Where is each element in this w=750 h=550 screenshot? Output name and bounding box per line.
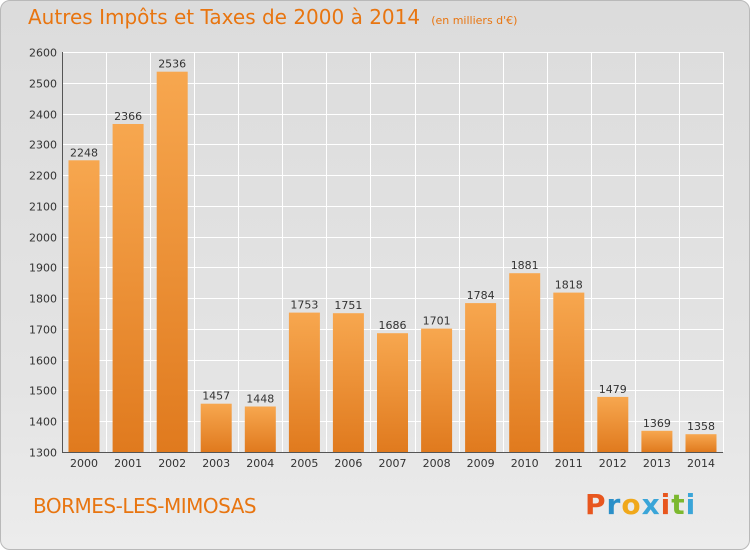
bar	[465, 303, 497, 452]
x-tick-label: 2004	[246, 457, 274, 470]
logo-letter: P	[585, 488, 607, 521]
x-tick-label: 2002	[158, 457, 186, 470]
x-tick-label: 2003	[202, 457, 230, 470]
x-tick-label: 2005	[290, 457, 318, 470]
bar	[685, 434, 717, 452]
bar-value-label: 1457	[202, 390, 230, 403]
chart-title: Autres Impôts et Taxes de 2000 à 2014	[28, 5, 421, 29]
y-tick-label: 2100	[29, 201, 57, 214]
bar	[509, 273, 541, 452]
y-tick-label: 1800	[29, 293, 57, 306]
bar-value-label: 2536	[158, 58, 186, 71]
x-tick-label: 2001	[114, 457, 142, 470]
y-tick-label: 1500	[29, 385, 57, 398]
bar-value-label: 1686	[379, 319, 407, 332]
x-tick-label: 2000	[70, 457, 98, 470]
bar	[244, 406, 276, 452]
logo-letter: i	[660, 488, 672, 521]
logo-letter: r	[606, 488, 622, 521]
x-tick-label: 2006	[334, 457, 362, 470]
y-tick-label: 1300	[29, 447, 57, 460]
bar-value-label: 1701	[423, 315, 451, 328]
bar-value-label: 2248	[70, 146, 98, 159]
x-tick-label: 2010	[511, 457, 539, 470]
y-tick-label: 2400	[29, 109, 57, 122]
logo-letter: x	[641, 488, 661, 521]
bar-value-label: 2366	[114, 110, 142, 123]
axes	[62, 52, 723, 453]
bar-value-label: 1448	[246, 393, 274, 406]
y-tick-label: 2600	[29, 47, 57, 60]
bar	[156, 71, 188, 452]
bar-value-label: 1369	[643, 417, 671, 430]
y-tick-label: 2500	[29, 78, 57, 91]
bar	[288, 312, 320, 452]
bar-value-label: 1881	[511, 259, 539, 272]
x-tick-label: 2007	[379, 457, 407, 470]
y-tick-label: 1900	[29, 262, 57, 275]
bar	[68, 160, 100, 453]
y-tick-label: 1700	[29, 324, 57, 337]
x-tick-label: 2014	[687, 457, 715, 470]
bar-value-label: 1753	[290, 299, 318, 312]
bar-value-label: 1818	[555, 279, 583, 292]
bar	[421, 328, 453, 452]
bar	[553, 292, 585, 452]
bar-value-label: 1751	[334, 299, 362, 312]
bar-value-label: 1784	[467, 289, 495, 302]
proxiti-logo: Proxiti	[585, 488, 696, 521]
location-name: BORMES-LES-MIMOSAS	[33, 494, 257, 518]
bar-value-label: 1358	[687, 420, 715, 433]
bar	[641, 430, 673, 452]
bar-value-label: 1479	[599, 383, 627, 396]
bars	[68, 71, 717, 453]
logo-letter: o	[621, 488, 642, 521]
bar	[377, 333, 408, 452]
labels: 1300 1400 1500 1600 1700 1800 1900 2000 2100 2200…	[29, 47, 715, 471]
y-tick-label: 2000	[29, 232, 57, 245]
x-tick-label: 2012	[599, 457, 627, 470]
logo-letter: i	[685, 488, 697, 521]
x-tick-label: 2013	[643, 457, 671, 470]
bar	[112, 124, 144, 452]
x-tick-label: 2008	[423, 457, 451, 470]
x-tick-label: 2011	[555, 457, 583, 470]
x-tick-label: 2009	[467, 457, 495, 470]
chart-subtitle: (en milliers d'€)	[431, 14, 518, 27]
chart-title-block: Autres Impôts et Taxes de 2000 à 2014 (e…	[28, 5, 517, 29]
bar	[332, 313, 364, 452]
y-tick-label: 2300	[29, 139, 57, 152]
y-tick-label: 1600	[29, 355, 57, 368]
bar	[597, 396, 629, 452]
y-tick-label: 1400	[29, 416, 57, 429]
bar	[200, 403, 232, 452]
y-tick-label: 2200	[29, 170, 57, 183]
logo-letter: t	[671, 488, 686, 521]
